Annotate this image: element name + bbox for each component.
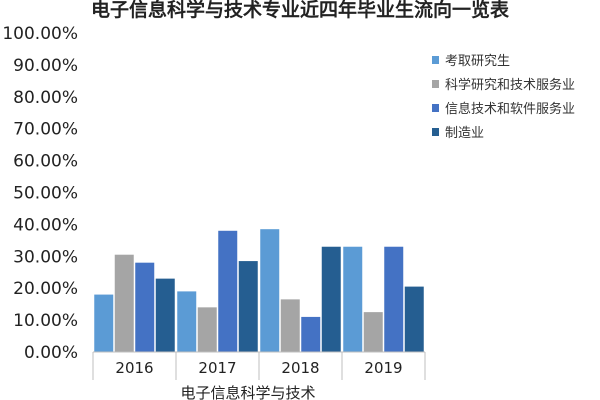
legend-label: 制造业 <box>445 126 484 141</box>
x-axis-label: 电子信息科学与技术 <box>180 384 315 400</box>
chart-title: 电子信息科学与技术专业近四年毕业生流向一览表 <box>91 0 510 21</box>
y-tick-label: 70.00% <box>13 120 78 140</box>
y-tick-label: 20.00% <box>13 279 78 299</box>
bar-2016-series-2 <box>114 254 134 352</box>
bar-2018-series-1 <box>260 229 280 352</box>
legend-swatch <box>432 104 439 112</box>
y-tick-label: 90.00% <box>13 56 78 76</box>
bar-2018-series-4 <box>321 246 341 352</box>
plot-area <box>94 229 424 352</box>
bar-2016-series-1 <box>94 294 114 352</box>
y-tick-label: 80.00% <box>13 88 78 108</box>
legend-swatch <box>432 80 439 88</box>
bar-2016-series-4 <box>155 278 175 352</box>
y-tick-label: 0.00% <box>24 343 78 363</box>
bar-2016-series-3 <box>135 262 155 352</box>
bar-2017-series-3 <box>218 230 238 352</box>
x-tick-label: 2019 <box>364 359 402 377</box>
legend-label: 考取研究生 <box>445 54 510 69</box>
bar-2017-series-1 <box>177 291 197 352</box>
legend-label: 信息技术和软件服务业 <box>445 101 575 117</box>
y-tick-label: 100.00% <box>2 24 78 44</box>
bar-2017-series-4 <box>238 261 258 352</box>
legend-swatch <box>432 128 439 136</box>
x-axis: 2016 2017 2018 2019 <box>92 351 426 380</box>
x-tick-label: 2018 <box>281 359 319 377</box>
legend-label: 科学研究和技术服务业 <box>445 77 575 93</box>
bar-2018-series-2 <box>280 299 300 352</box>
bar-2019-series-3 <box>384 246 404 352</box>
y-tick-label: 40.00% <box>13 215 78 235</box>
y-tick-label: 60.00% <box>13 152 78 172</box>
bar-2019-series-4 <box>404 286 424 352</box>
bar-2018-series-3 <box>301 316 321 352</box>
bar-2019-series-1 <box>343 246 363 352</box>
x-tick-label: 2016 <box>115 359 153 377</box>
y-tick-label: 50.00% <box>13 184 78 204</box>
bar-2017-series-2 <box>197 307 217 352</box>
y-tick-label: 30.00% <box>13 247 78 267</box>
bar-2019-series-2 <box>363 312 383 352</box>
y-axis: 0.00% 10.00% 20.00% 30.00% 40.00% 50.00% 60.00… <box>2 24 78 363</box>
x-tick-label: 2017 <box>198 359 236 377</box>
legend-swatch <box>432 56 439 64</box>
y-tick-label: 10.00% <box>13 311 78 331</box>
